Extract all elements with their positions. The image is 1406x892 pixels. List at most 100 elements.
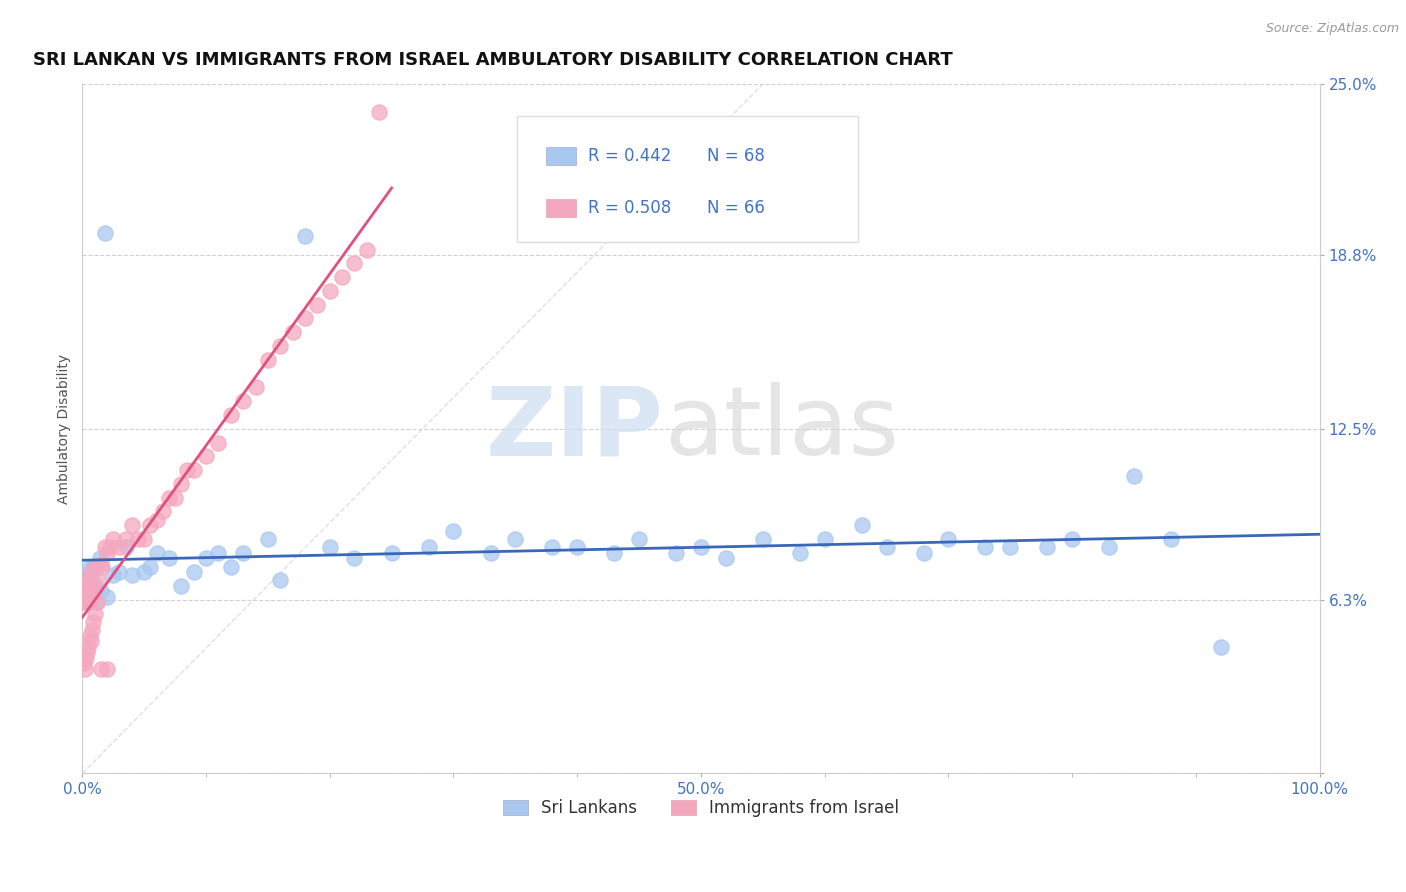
Point: [96, 546, 118, 560]
Point: [195, 551, 218, 566]
Point: [152, 504, 174, 518]
Point: [195, 450, 218, 464]
Point: [77, 640, 100, 654]
Point: [90, 557, 112, 571]
Point: [72, 656, 94, 670]
Text: ZIP: ZIP: [486, 383, 664, 475]
Point: [75, 587, 97, 601]
Point: [83, 559, 105, 574]
Text: R = 0.442: R = 0.442: [588, 147, 671, 165]
Point: [479, 546, 502, 560]
Point: [567, 541, 589, 555]
Point: [541, 541, 564, 555]
Point: [127, 532, 149, 546]
Point: [96, 590, 118, 604]
Point: [82, 559, 104, 574]
Point: [814, 532, 837, 546]
Point: [170, 579, 193, 593]
Point: [157, 491, 180, 505]
Point: [89, 551, 111, 566]
Point: [165, 491, 187, 505]
Point: [281, 326, 304, 340]
Point: [938, 532, 960, 546]
Point: [98, 541, 121, 555]
Point: [73, 571, 96, 585]
Point: [245, 380, 267, 394]
Point: [79, 629, 101, 643]
Point: [75, 579, 97, 593]
Point: [752, 532, 775, 546]
Point: [75, 650, 97, 665]
Point: [91, 559, 114, 574]
Point: [90, 584, 112, 599]
Point: [1160, 532, 1182, 546]
Point: [73, 574, 96, 588]
Point: [108, 541, 131, 555]
Point: [330, 270, 353, 285]
Point: [86, 595, 108, 609]
Point: [207, 546, 229, 560]
Point: [139, 518, 162, 533]
Point: [82, 565, 104, 579]
Point: [73, 579, 96, 593]
Point: [665, 546, 688, 560]
Point: [72, 568, 94, 582]
Point: [183, 463, 205, 477]
Point: [114, 532, 136, 546]
Point: [628, 532, 651, 546]
Point: [79, 584, 101, 599]
Point: [80, 634, 103, 648]
Point: [72, 579, 94, 593]
Point: [307, 298, 329, 312]
Point: [876, 541, 898, 555]
Text: R = 0.508: R = 0.508: [588, 199, 671, 218]
Point: [257, 352, 280, 367]
Point: [96, 662, 118, 676]
Point: [93, 541, 115, 555]
Point: [851, 518, 873, 533]
Point: [912, 546, 935, 560]
Point: [145, 546, 167, 560]
Point: [232, 394, 254, 409]
Point: [505, 532, 527, 546]
Point: [73, 662, 96, 676]
Point: [170, 477, 193, 491]
Point: [134, 565, 156, 579]
Text: N = 66: N = 66: [707, 199, 765, 218]
Point: [90, 662, 112, 676]
Point: [443, 524, 465, 538]
Point: [72, 595, 94, 609]
Point: [1098, 541, 1121, 555]
Point: [603, 546, 626, 560]
Point: [121, 568, 143, 582]
Point: [72, 574, 94, 588]
Point: [72, 587, 94, 601]
Point: [72, 587, 94, 601]
Text: Source: ZipAtlas.com: Source: ZipAtlas.com: [1265, 22, 1399, 36]
Point: [82, 623, 104, 637]
Point: [82, 587, 104, 601]
Point: [80, 571, 103, 585]
Point: [368, 104, 391, 119]
Point: [77, 579, 100, 593]
Point: [974, 541, 997, 555]
Point: [343, 256, 366, 270]
Point: [72, 592, 94, 607]
Point: [139, 559, 162, 574]
Point: [103, 532, 125, 546]
Point: [219, 408, 242, 422]
Text: atlas: atlas: [664, 383, 898, 475]
Point: [294, 311, 316, 326]
Point: [1209, 640, 1232, 654]
Point: [73, 595, 96, 609]
Point: [75, 576, 97, 591]
Point: [269, 574, 291, 588]
Point: [145, 513, 167, 527]
Point: [157, 551, 180, 566]
Point: [73, 587, 96, 601]
Point: [87, 574, 110, 588]
Point: [219, 559, 242, 574]
Point: [82, 579, 104, 593]
Point: [319, 284, 342, 298]
Point: [343, 551, 366, 566]
